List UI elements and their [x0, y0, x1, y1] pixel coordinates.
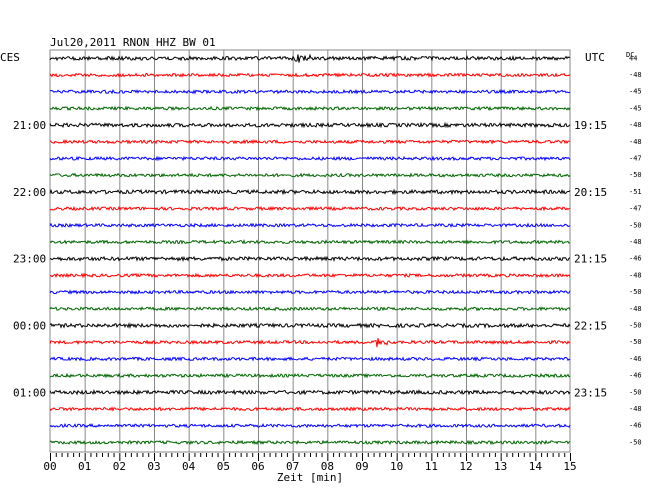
right-timezone-label: UTC: [585, 51, 605, 64]
dc-value: -48: [629, 238, 642, 246]
trace-9: [49, 205, 571, 212]
trace-8: [49, 188, 571, 196]
dc-value: -48: [629, 305, 642, 313]
right-time-label: 21:15: [574, 253, 607, 266]
dc-value: -46: [629, 255, 642, 263]
grid: [49, 49, 571, 453]
x-tick-label: 12: [459, 460, 472, 473]
x-tick-label: 09: [355, 460, 368, 473]
trace-0: [49, 53, 571, 63]
right-time-label: 20:15: [574, 186, 607, 199]
dc-value: -50: [629, 388, 642, 396]
dc-value: -50: [629, 288, 642, 296]
left-time-label: 00:00: [13, 320, 46, 333]
x-axis: 00 01 02 03 04 05 06 07 08 09 10 11 12 13 14 15: [43, 453, 577, 473]
trace-13: [49, 272, 571, 279]
x-tick-label: 02: [113, 460, 126, 473]
x-tick-label: 03: [147, 460, 160, 473]
trace-15: [49, 306, 571, 312]
x-tick-label: 10: [390, 460, 403, 473]
left-time-label: 23:00: [13, 253, 46, 266]
trace-22: [49, 423, 571, 429]
dc-label: DC: [626, 51, 634, 59]
x-axis-label: Zeit [min]: [277, 471, 343, 484]
x-tick-label: 08: [321, 460, 334, 473]
dc-value: -51: [629, 188, 642, 196]
dc-value: -45: [629, 104, 642, 112]
dc-value: -46: [629, 355, 642, 363]
x-tick-label: 06: [251, 460, 264, 473]
dc-value: -48: [629, 271, 642, 279]
dc-value: -47: [629, 205, 642, 213]
trace-3: [49, 105, 571, 112]
x-tick-label: 11: [425, 460, 438, 473]
dc-value: -50: [629, 338, 642, 346]
trace-11: [49, 238, 571, 245]
dc-value: -48: [629, 121, 642, 129]
left-time-label: 01:00: [13, 386, 46, 399]
trace-17: [49, 338, 571, 348]
dc-value: -45: [629, 88, 642, 96]
trace-4: [49, 121, 571, 129]
x-tick-label: 04: [182, 460, 196, 473]
trace-16: [49, 322, 571, 330]
x-tick-label: 13: [494, 460, 507, 473]
trace-18: [49, 356, 571, 362]
time-labels: 21:00 22:00 23:00 00:00 01:00 19:15 20:15 21:15…: [13, 119, 607, 399]
trace-12: [49, 255, 571, 263]
right-time-label: 19:15: [574, 119, 607, 132]
x-tick-label: 05: [217, 460, 230, 473]
dc-value: -46: [629, 422, 642, 430]
left-time-label: 22:00: [13, 186, 46, 199]
dc-value: -47: [629, 155, 642, 163]
dc-value: -48: [629, 405, 642, 413]
trace-14: [49, 289, 571, 295]
plot-frame: [49, 49, 571, 453]
trace-21: [49, 406, 571, 412]
x-tick-label: 01: [78, 460, 91, 473]
left-time-label: 21:00: [13, 119, 46, 132]
x-tick-label: 15: [563, 460, 576, 473]
trace-5: [49, 139, 571, 145]
chart-title: Jul20,2011 RNON HHZ BW 01: [50, 36, 216, 49]
dc-value: -50: [629, 322, 642, 330]
dc-value: -48: [629, 71, 642, 79]
dc-value: -50: [629, 438, 642, 446]
x-tick-label: 14: [529, 460, 543, 473]
trace-19: [49, 372, 571, 379]
dc-value: -50: [629, 171, 642, 179]
left-timezone-label: CES: [0, 51, 20, 64]
dc-value: -46: [629, 372, 642, 380]
x-tick-label: 07: [286, 460, 299, 473]
right-time-label: 23:15: [574, 386, 607, 399]
dc-value: -48: [629, 138, 642, 146]
dc-value: -50: [629, 221, 642, 229]
traces: 44 -48 -45 -45 -48 -48 -47 -50 -51 -47 -50 -48 -46 -4…: [49, 53, 642, 446]
dc-value: 44: [629, 54, 637, 62]
trace-10: [49, 222, 571, 228]
trace-6: [49, 155, 571, 162]
trace-23: [49, 439, 571, 446]
x-tick-label: 00: [43, 460, 56, 473]
trace-20: [49, 389, 571, 396]
trace-1: [49, 72, 571, 78]
trace-2: [49, 88, 571, 95]
trace-7: [49, 172, 571, 178]
right-time-label: 22:15: [574, 320, 607, 333]
